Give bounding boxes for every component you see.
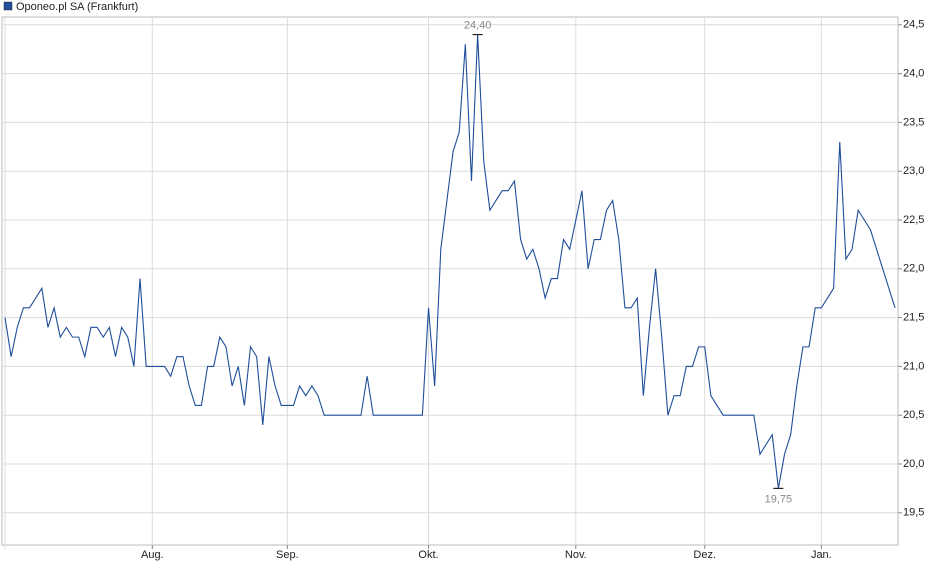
x-tick-label: Jan. (811, 549, 832, 561)
y-tick-label: 20,5 (903, 409, 924, 421)
x-tick-label: Okt. (418, 549, 438, 561)
plot-area (1, 16, 899, 546)
y-tick-label: 22,0 (903, 263, 924, 275)
y-tick-label: 24,5 (903, 19, 924, 31)
legend-label: Oponeo.pl SA (Frankfurt) (16, 1, 138, 13)
value-label: 19,75 (765, 493, 793, 505)
legend-swatch (3, 1, 13, 11)
y-tick-label: 20,0 (903, 458, 924, 470)
price-line (4, 34, 896, 489)
x-tick-label: Dez. (693, 549, 716, 561)
y-tick-label: 23,5 (903, 116, 924, 128)
x-tick-label: Sep. (276, 549, 299, 561)
x-tick-label: Nov. (565, 549, 587, 561)
y-tick-label: 21,5 (903, 312, 924, 324)
y-tick-label: 22,5 (903, 214, 924, 226)
y-tick-label: 19,5 (903, 507, 924, 519)
y-tick-label: 23,0 (903, 165, 924, 177)
x-tick-label: Aug. (141, 549, 164, 561)
value-label: 24,40 (464, 19, 492, 31)
y-tick-label: 24,0 (903, 68, 924, 80)
y-tick-label: 21,0 (903, 360, 924, 372)
